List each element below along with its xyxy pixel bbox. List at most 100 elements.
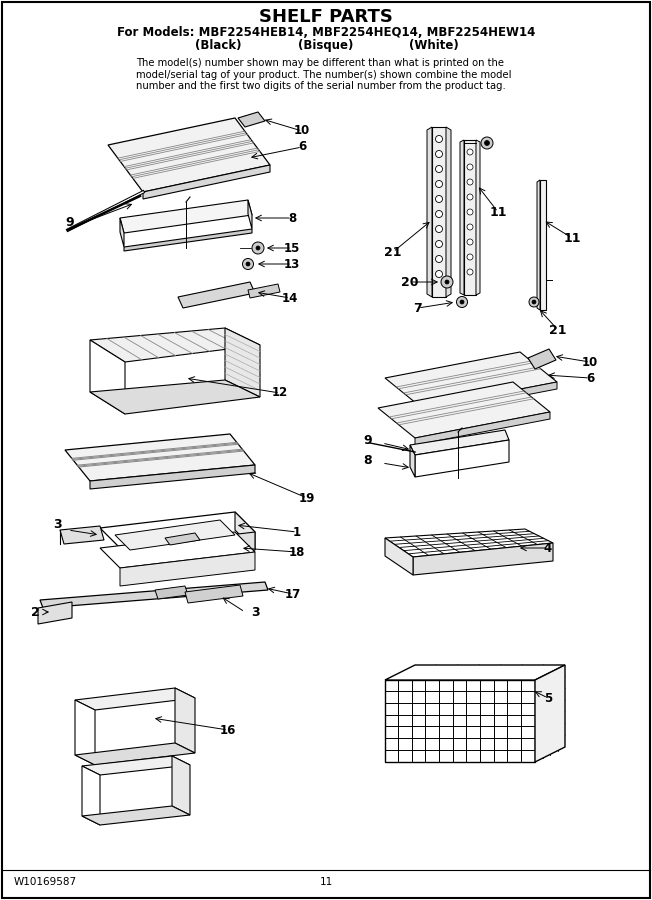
Circle shape xyxy=(436,195,443,203)
Polygon shape xyxy=(235,512,255,550)
Text: 1: 1 xyxy=(293,526,301,538)
Text: 8: 8 xyxy=(364,454,372,466)
Polygon shape xyxy=(120,552,255,586)
Circle shape xyxy=(436,271,443,277)
Text: The model(s) number shown may be different than what is printed on the
model/ser: The model(s) number shown may be differe… xyxy=(136,58,512,91)
Text: 21: 21 xyxy=(384,246,402,258)
Text: (White): (White) xyxy=(409,40,459,52)
Polygon shape xyxy=(65,434,255,481)
Text: 3: 3 xyxy=(53,518,61,532)
Polygon shape xyxy=(378,382,550,438)
Polygon shape xyxy=(427,127,432,297)
Text: 3: 3 xyxy=(250,606,259,618)
Polygon shape xyxy=(225,328,260,397)
Polygon shape xyxy=(175,688,195,753)
Text: 7: 7 xyxy=(413,302,422,314)
Polygon shape xyxy=(38,602,72,624)
Circle shape xyxy=(467,179,473,185)
Circle shape xyxy=(252,242,264,254)
Polygon shape xyxy=(75,743,195,765)
Polygon shape xyxy=(82,766,100,825)
Polygon shape xyxy=(120,218,124,247)
Polygon shape xyxy=(476,140,480,295)
Circle shape xyxy=(467,269,473,275)
Circle shape xyxy=(467,254,473,260)
Polygon shape xyxy=(385,529,553,557)
Circle shape xyxy=(467,209,473,215)
Polygon shape xyxy=(115,520,235,550)
Polygon shape xyxy=(248,200,252,229)
Polygon shape xyxy=(413,543,553,575)
Circle shape xyxy=(467,164,473,170)
Polygon shape xyxy=(90,328,260,362)
Polygon shape xyxy=(100,512,255,548)
Text: 17: 17 xyxy=(285,588,301,600)
Polygon shape xyxy=(385,538,413,575)
Polygon shape xyxy=(464,140,476,295)
Text: For Models: MBF2254HEB14, MBF2254HEQ14, MBF2254HEW14: For Models: MBF2254HEB14, MBF2254HEQ14, … xyxy=(117,25,535,39)
Text: 6: 6 xyxy=(586,372,594,384)
Polygon shape xyxy=(120,200,252,233)
Circle shape xyxy=(436,181,443,187)
Text: 10: 10 xyxy=(582,356,598,368)
Polygon shape xyxy=(535,665,565,762)
Polygon shape xyxy=(238,112,265,127)
Circle shape xyxy=(484,140,490,146)
Circle shape xyxy=(441,276,453,288)
Text: 14: 14 xyxy=(282,292,298,304)
Circle shape xyxy=(445,280,449,284)
Text: 2: 2 xyxy=(31,606,39,618)
Polygon shape xyxy=(385,665,565,680)
Circle shape xyxy=(436,256,443,263)
Polygon shape xyxy=(537,180,540,310)
Polygon shape xyxy=(40,582,268,608)
Polygon shape xyxy=(248,284,280,298)
Text: 11: 11 xyxy=(319,877,333,887)
Circle shape xyxy=(532,300,536,304)
Polygon shape xyxy=(120,532,255,566)
Text: W10169587: W10169587 xyxy=(14,877,77,887)
Text: (Bisque): (Bisque) xyxy=(299,40,353,52)
Polygon shape xyxy=(540,180,546,310)
Polygon shape xyxy=(90,465,255,489)
Circle shape xyxy=(243,258,254,269)
Text: 18: 18 xyxy=(289,545,305,559)
Polygon shape xyxy=(82,806,190,825)
Text: 9: 9 xyxy=(66,215,74,229)
Text: 16: 16 xyxy=(220,724,236,736)
Text: 4: 4 xyxy=(544,542,552,554)
Text: (Black): (Black) xyxy=(195,40,241,52)
Circle shape xyxy=(256,246,260,250)
Text: 19: 19 xyxy=(299,491,315,505)
Polygon shape xyxy=(385,352,557,408)
Polygon shape xyxy=(460,140,464,295)
Circle shape xyxy=(467,224,473,230)
Text: 9: 9 xyxy=(364,434,372,446)
Polygon shape xyxy=(410,445,415,477)
Text: 13: 13 xyxy=(284,257,300,271)
Polygon shape xyxy=(155,586,188,599)
Circle shape xyxy=(436,150,443,158)
Text: 11: 11 xyxy=(489,205,507,219)
Polygon shape xyxy=(165,533,200,545)
Polygon shape xyxy=(82,756,190,775)
Polygon shape xyxy=(178,282,255,308)
Polygon shape xyxy=(108,118,270,192)
Text: 6: 6 xyxy=(298,140,306,154)
Text: 12: 12 xyxy=(272,386,288,400)
Polygon shape xyxy=(90,380,260,414)
Circle shape xyxy=(481,137,493,149)
Polygon shape xyxy=(385,680,535,762)
Circle shape xyxy=(456,296,467,308)
Text: 11: 11 xyxy=(563,231,581,245)
Circle shape xyxy=(529,297,539,307)
Polygon shape xyxy=(172,756,190,815)
Circle shape xyxy=(467,149,473,155)
Polygon shape xyxy=(415,412,550,445)
Polygon shape xyxy=(100,532,255,568)
Text: SHELF PARTS: SHELF PARTS xyxy=(259,8,393,26)
Polygon shape xyxy=(432,127,446,297)
Text: 15: 15 xyxy=(284,241,300,255)
Polygon shape xyxy=(75,700,95,765)
Circle shape xyxy=(436,226,443,232)
